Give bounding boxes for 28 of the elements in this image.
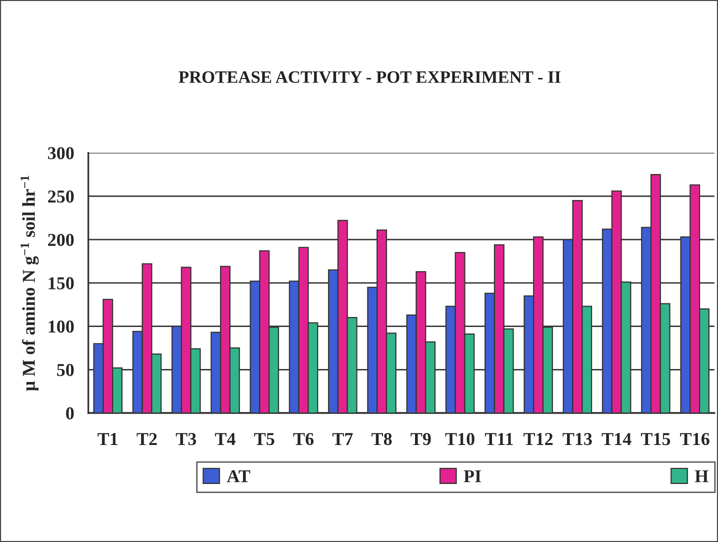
x-tick-label: T16 xyxy=(680,433,710,446)
x-tick-label: T13 xyxy=(562,433,592,446)
x-tick-label: T7 xyxy=(332,433,353,445)
x-tick-label: T9 xyxy=(410,433,431,446)
legend-label: PI xyxy=(464,470,481,482)
y-tick-label: 50 xyxy=(57,364,74,376)
x-tick-label: T8 xyxy=(372,432,392,446)
x-tick-label: T6 xyxy=(293,433,314,446)
y-tick-label: 150 xyxy=(48,277,74,290)
legend-label: H xyxy=(694,470,708,482)
x-tick-label: T5 xyxy=(254,433,274,446)
x-tick-label: T10 xyxy=(445,432,474,446)
legend-label: AT xyxy=(226,470,250,482)
x-tick-label: T15 xyxy=(640,433,670,446)
x-tick-label: T11 xyxy=(484,433,513,445)
x-tick-label: T1 xyxy=(98,433,118,445)
x-tick-label: T3 xyxy=(176,433,196,446)
x-tick-label: T14 xyxy=(602,433,632,445)
x-tick-label: T2 xyxy=(136,433,157,445)
y-tick-label: 200 xyxy=(48,234,74,246)
x-tick-label: T4 xyxy=(215,433,236,445)
y-tick-label: 100 xyxy=(48,320,74,333)
y-tick-label: 0 xyxy=(66,407,74,420)
y-tick-label: 300 xyxy=(48,147,74,160)
y-tick-label: 250 xyxy=(48,190,74,203)
y-axis-title: μ M of amino N g$^{−1}$ soil hr$^{−1}$ xyxy=(20,176,39,391)
x-tick-label: T12 xyxy=(524,433,553,445)
chart-title: PROTEASE ACTIVITY - POT EXPERIMENT - II xyxy=(178,71,561,84)
